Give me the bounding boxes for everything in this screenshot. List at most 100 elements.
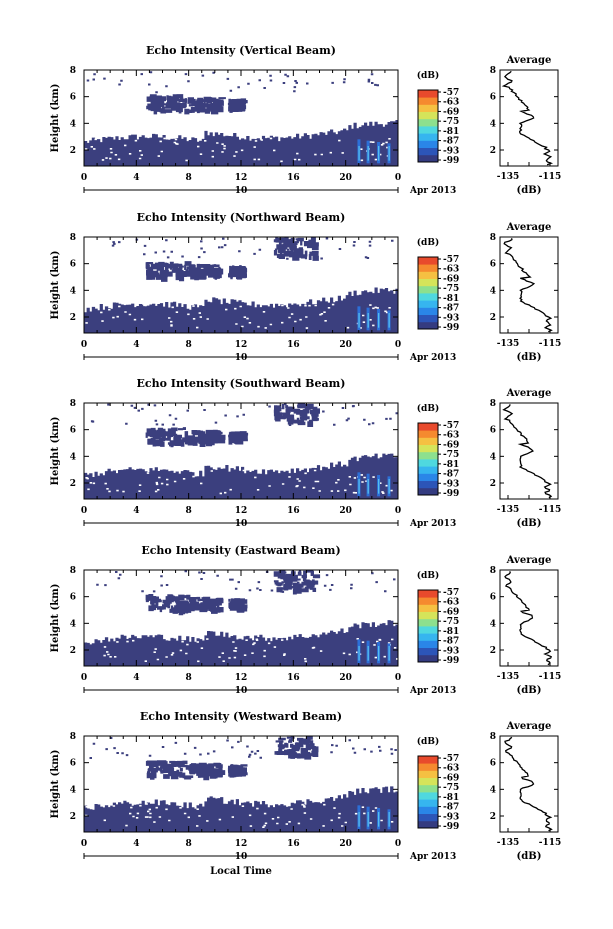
strong-echo-core	[378, 313, 380, 328]
colorbar-unit: (dB)	[417, 736, 439, 747]
y-tick-label: 2	[70, 479, 76, 489]
colorbar-swatch	[418, 792, 438, 800]
x-tick-label: 8	[186, 673, 192, 683]
colorbar-swatch	[418, 784, 438, 793]
colorbar-tick-label: -63	[443, 265, 459, 275]
y-axis-label: Height (km)	[50, 750, 61, 819]
profile-y-tick-label: 6	[490, 759, 496, 769]
month-label: Apr 2013	[409, 353, 456, 363]
x-tick-label: 0	[81, 506, 87, 516]
profile-line	[501, 70, 554, 166]
colorbar-swatch	[418, 597, 438, 605]
profile-y-tick-label: 2	[490, 313, 496, 323]
y-tick-label: 8	[70, 66, 76, 76]
x-tick-label: 12	[235, 173, 248, 183]
colorbar-tick-label: -75	[443, 284, 459, 294]
profile-x-label: (dB)	[517, 851, 542, 862]
colorbar-tick-label: -87	[443, 137, 459, 147]
panel-0: Echo Intensity (Vertical Beam) 2 4 6 8 Height…	[50, 44, 561, 196]
x-tick-label: 0	[395, 839, 401, 849]
x-axis-label: Local Time	[210, 866, 272, 877]
x-tick-label: 16	[287, 506, 300, 516]
profile-y-tick-label: 4	[490, 619, 496, 629]
x-tick-label: 8	[186, 340, 192, 350]
colorbar-swatch	[418, 293, 438, 301]
colorbar-frame	[417, 755, 439, 829]
profile-y-tick-label: 8	[490, 233, 496, 243]
aloft-echo	[86, 71, 379, 115]
panel-4: Echo Intensity (Westward Beam) 2 4 6 8 Height…	[50, 710, 561, 862]
colorbar-swatch	[418, 285, 438, 294]
profile-x-label: (dB)	[517, 685, 542, 696]
profile-y-tick-label: 8	[490, 732, 496, 742]
x-tick-label: 8	[186, 506, 192, 516]
date-label: 10	[235, 686, 248, 696]
colorbar-swatch	[418, 763, 438, 771]
strong-echo-core	[388, 646, 390, 661]
x-tick-label: 16	[287, 340, 300, 350]
colorbar-swatch	[418, 264, 438, 272]
colorbar-tick-label: -93	[443, 646, 459, 656]
colorbar-tick-label: -69	[443, 107, 459, 117]
colorbar-swatch	[418, 118, 438, 127]
colorbar-tick-label: -93	[443, 479, 459, 489]
profile-title: Average	[506, 222, 552, 233]
echo-field	[84, 71, 398, 166]
y-axis-label: Height (km)	[50, 584, 61, 653]
echo-gaps	[85, 469, 398, 495]
colorbar-swatch	[418, 154, 438, 163]
colorbar-tick-label: -63	[443, 764, 459, 774]
colorbar-swatch	[418, 437, 438, 445]
colorbar-swatch	[418, 133, 438, 141]
colorbar-swatch	[418, 640, 438, 648]
colorbar-swatch	[418, 459, 438, 467]
echo-field	[84, 403, 398, 499]
profile-x-tick-label: -115	[539, 672, 562, 682]
colorbar-unit: (dB)	[417, 237, 439, 248]
y-tick-label: 8	[70, 566, 76, 576]
colorbar-tick-label: -57	[443, 588, 459, 598]
colorbar-swatch	[418, 126, 438, 134]
colorbar-swatch	[418, 604, 438, 612]
strong-echo-core	[378, 146, 380, 161]
x-tick-label: 0	[395, 173, 401, 183]
y-axis-label: Height (km)	[50, 84, 61, 153]
echo-field	[84, 237, 398, 333]
colorbar-swatch	[418, 473, 438, 481]
profile-y-tick-label: 6	[490, 260, 496, 270]
colorbar-swatch	[418, 654, 438, 663]
colorbar-swatch	[418, 97, 438, 105]
y-tick-label: 8	[70, 233, 76, 243]
x-tick-label: 4	[133, 673, 139, 683]
x-tick-label: 4	[133, 839, 139, 849]
colorbar-swatch	[418, 756, 438, 764]
colorbar-tick-label: -99	[443, 156, 459, 166]
profile-y-tick-label: 6	[490, 593, 496, 603]
strong-echo-core	[367, 313, 369, 328]
colorbar-swatch	[418, 90, 438, 98]
colorbar-tick-label: -81	[443, 460, 459, 470]
x-tick-label: 0	[81, 173, 87, 183]
y-tick-label: 4	[70, 286, 76, 296]
profile-x-label: (dB)	[517, 185, 542, 196]
x-tick-label: 12	[235, 673, 248, 683]
x-tick-label: 0	[395, 673, 401, 683]
colorbar-swatch	[418, 466, 438, 474]
y-tick-label: 8	[70, 732, 76, 742]
strong-echo-core	[367, 646, 369, 661]
panel-1: Echo Intensity (Northward Beam) 2 4 6 8 Heigh…	[50, 211, 561, 363]
y-axis-label: Height (km)	[50, 417, 61, 486]
aloft-echo	[111, 237, 394, 282]
colorbar-tick-label: -57	[443, 421, 459, 431]
profile-line	[504, 736, 553, 832]
colorbar-tick-label: -63	[443, 98, 459, 108]
colorbar-tick-label: -87	[443, 304, 459, 314]
strong-echo-core	[378, 646, 380, 661]
profile-y-tick-label: 4	[490, 785, 496, 795]
strong-echo-core	[358, 646, 360, 661]
x-tick-label: 20	[339, 340, 352, 350]
strong-echo-core	[358, 812, 360, 827]
colorbar-swatch	[418, 271, 438, 279]
y-tick-label: 4	[70, 119, 76, 129]
x-tick-label: 0	[81, 340, 87, 350]
